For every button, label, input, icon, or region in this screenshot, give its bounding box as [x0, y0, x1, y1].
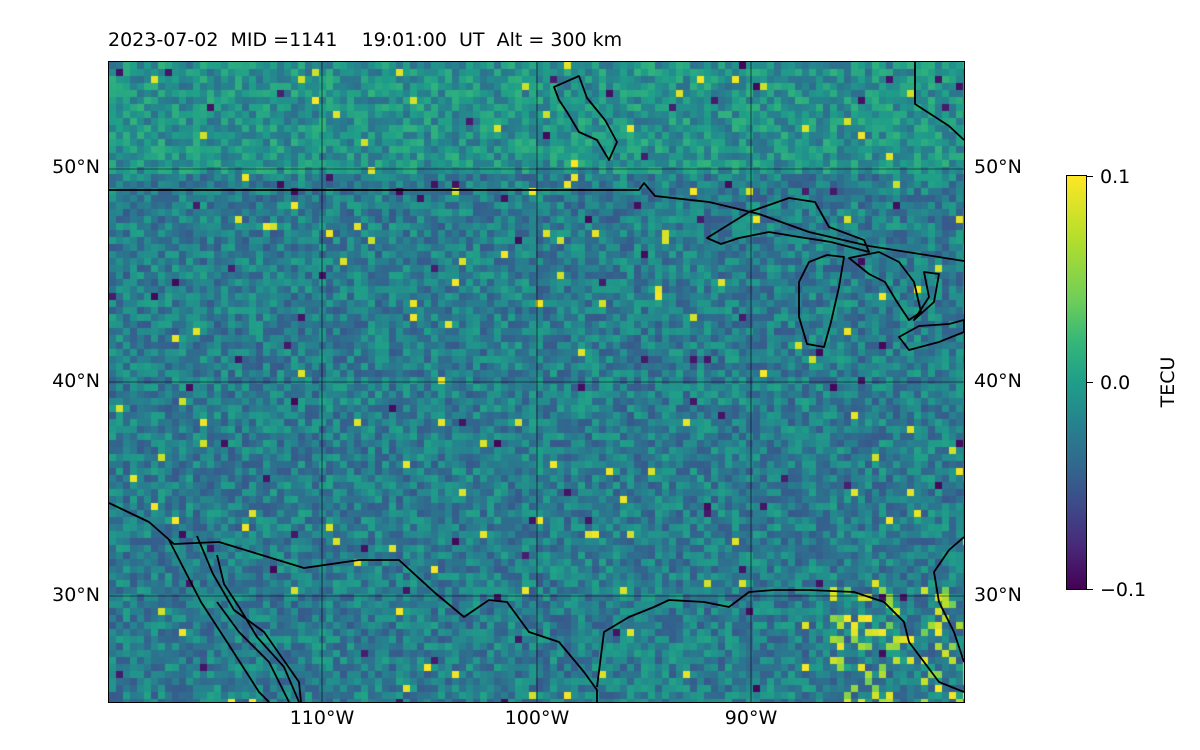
gulf-coast-east [596, 589, 964, 693]
lat-label-40-left: 40°N [52, 370, 100, 392]
colorbar-tick-bottom [1087, 589, 1093, 590]
lake-winnipeg-outline [553, 75, 618, 161]
hudson-bay-coast [914, 62, 964, 141]
lat-label-40-right: 40°N [974, 370, 1022, 392]
lon-label-90: 90°W [724, 707, 778, 729]
lon-label-100: 100°W [504, 707, 570, 729]
lon-label-110: 110°W [289, 707, 355, 729]
mexico-west-coast [168, 539, 270, 702]
us-canada-border [109, 182, 964, 262]
lake-michigan [798, 254, 845, 348]
coastlines [109, 62, 964, 702]
colorbar [1066, 175, 1087, 590]
map-overlay [109, 62, 964, 702]
baja-peninsula [216, 554, 300, 702]
lake-superior [706, 197, 870, 253]
map-title: 2023-07-02 MID =1141 19:01:00 UT Alt = 3… [108, 29, 623, 51]
colorbar-label-min: −0.1 [1100, 579, 1147, 601]
great-lakes-east [913, 271, 940, 321]
colorbar-title: TECU [1157, 356, 1179, 408]
lat-label-30-left: 30°N [52, 584, 100, 606]
colorbar-label-max: 0.1 [1100, 166, 1131, 188]
mexico-east-coast [196, 535, 302, 702]
lat-label-50-left: 50°N [52, 156, 100, 178]
lat-label-30-right: 30°N [974, 584, 1022, 606]
lake-erie-ontario [898, 319, 964, 351]
colorbar-tick-top [1087, 176, 1093, 177]
lake-huron [848, 251, 922, 321]
map-plot-area [108, 61, 965, 703]
colorbar-tick-mid [1087, 382, 1093, 383]
gridlines [109, 62, 964, 702]
gulf-coast [109, 502, 598, 702]
florida-atlantic [933, 536, 964, 663]
colorbar-label-zero: 0.0 [1100, 372, 1131, 394]
lat-label-50-right: 50°N [974, 156, 1022, 178]
